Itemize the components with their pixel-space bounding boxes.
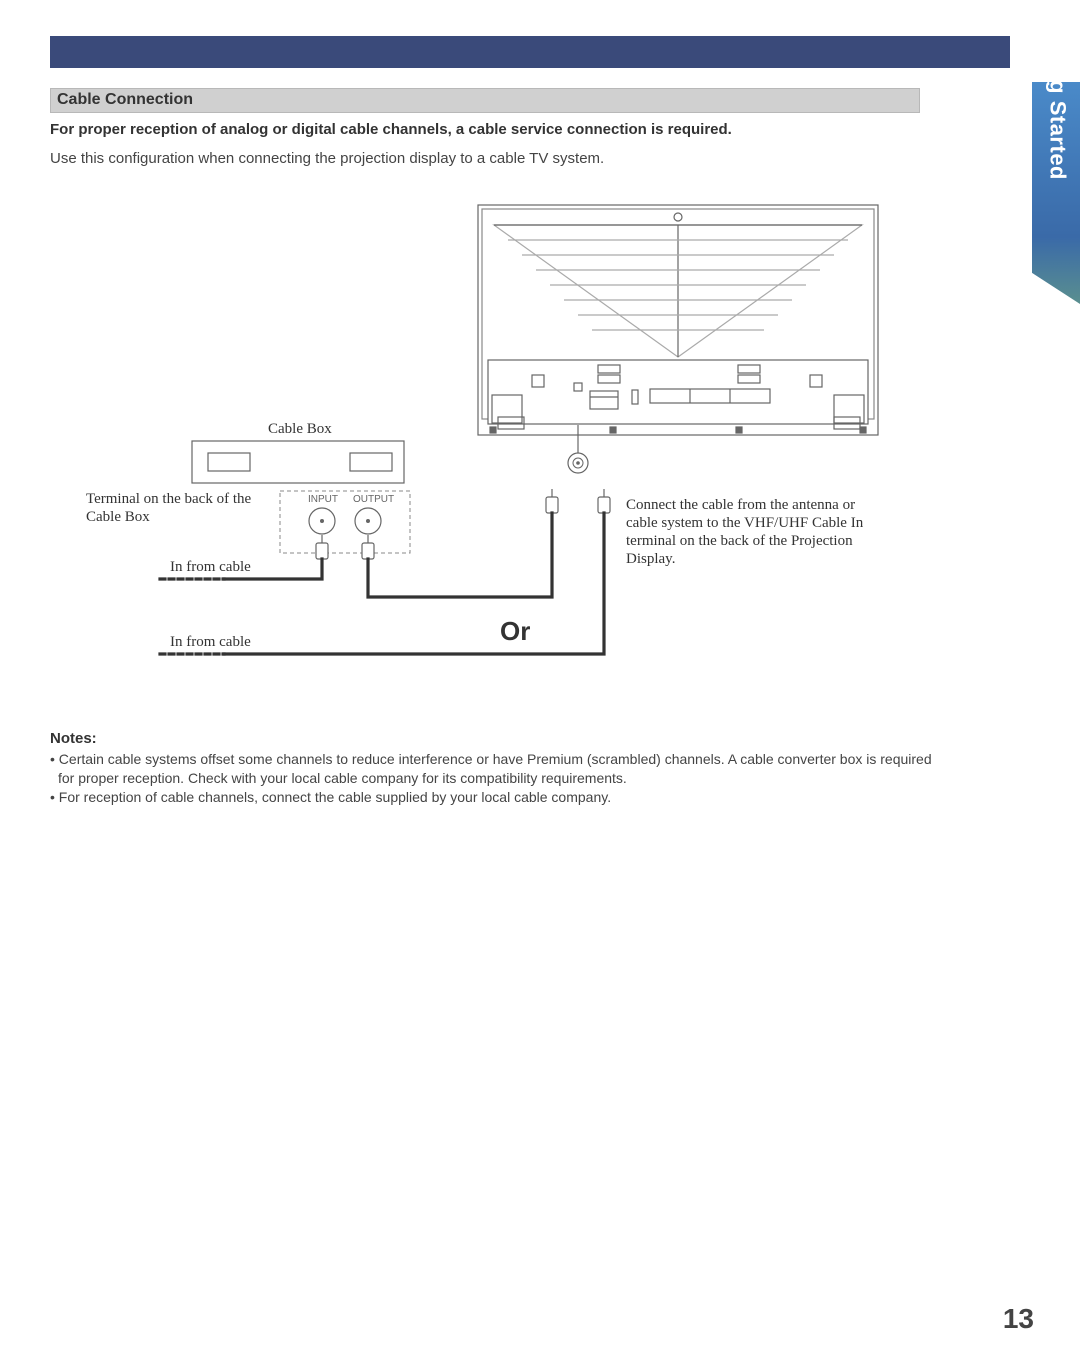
header-bar (50, 36, 1010, 68)
connect-text-2: cable system to the VHF/UHF Cable In (626, 515, 864, 531)
or-label: Or (500, 616, 530, 646)
terminal-label-1: Terminal on the back of the (86, 491, 251, 507)
side-tab-label: Getting Started (1044, 14, 1070, 180)
connect-text-3: terminal on the back of the Projection (626, 533, 853, 549)
connect-text-4: Display. (626, 551, 675, 567)
in-from-cable-2: In from cable (170, 634, 251, 650)
cable-box-label: Cable Box (268, 421, 332, 437)
note-item: • Certain cable systems offset some chan… (50, 750, 950, 788)
section-title: Cable Connection (57, 91, 193, 108)
input-label: INPUT (308, 494, 338, 505)
section-title-bar: Cable Connection (50, 88, 920, 113)
intro-bold: For proper reception of analog or digita… (50, 121, 732, 138)
notes-block: Notes: • Certain cable systems offset so… (50, 730, 950, 807)
notes-title: Notes: (50, 730, 950, 747)
in-from-cable-1: In from cable (170, 559, 251, 575)
terminal-label-2: Cable Box (86, 509, 150, 525)
output-label: OUTPUT (353, 494, 394, 505)
connection-diagram: Cable Box INPUT OUTPUT Terminal on the b… (50, 195, 930, 685)
intro-body: Use this configuration when connecting t… (50, 150, 604, 167)
connect-text-1: Connect the cable from the antenna or (626, 497, 855, 513)
page-number: 13 (1003, 1303, 1034, 1335)
note-item: • For reception of cable channels, conne… (50, 788, 950, 807)
